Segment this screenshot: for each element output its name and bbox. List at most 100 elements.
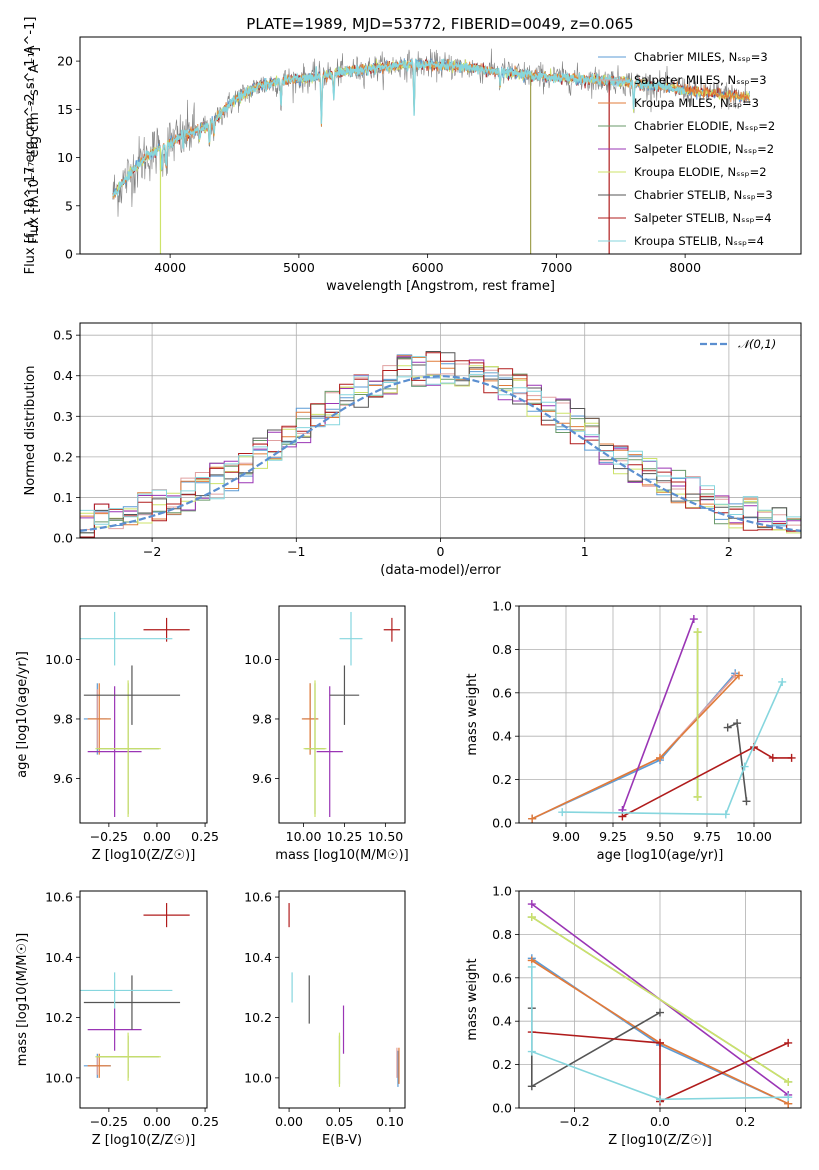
y-tick-label: 10.0: [244, 652, 272, 667]
spectrum-lines: [112, 48, 750, 254]
age-vs-metallicity-panel: −0.25 0.00 0.25 9.6 9.8 10.0 Z [log10(Z/Z☉)] ag…: [15, 605, 219, 863]
histogram-steps: [80, 351, 801, 538]
y-axis-label: mass [log10(M/M☉)]: [15, 933, 30, 1066]
x-tick-label: 10.25: [327, 829, 363, 844]
y-tick-label: 10.2: [244, 1010, 272, 1025]
x-tick-label: 7000: [540, 260, 572, 275]
y-tick-label: 10.4: [244, 950, 272, 965]
y-tick-label: 15: [57, 102, 73, 117]
weight-marker-salpeter_stelib: [618, 812, 627, 821]
x-tick-label: 8000: [669, 260, 701, 275]
error-bars: [301, 611, 401, 818]
y-tick-label: 0: [65, 247, 73, 262]
x-tick-label: 9.25: [599, 829, 627, 844]
weight-marker-kroupa_stelib: [778, 677, 787, 686]
weight-marker-kroupa_stelib: [721, 810, 730, 819]
y-tick-label: 0.2: [492, 772, 512, 787]
y-tick-label: 1.0: [492, 599, 512, 614]
error-bars: [80, 903, 190, 1081]
y-tick-label: 0.1: [53, 490, 73, 505]
x-tick-label: 0.10: [376, 1114, 404, 1129]
legend-label-salpeter_stelib: Salpeter STELIB, Nₛₛₚ=4: [634, 211, 772, 225]
y-tick-label: 0.0: [492, 816, 512, 831]
y-tick-label: 0.4: [53, 368, 73, 383]
x-tick-label: −0.25: [90, 829, 128, 844]
axes-frame: [518, 890, 802, 1109]
y-tick-label: 10: [57, 150, 73, 165]
y-tick-label: 0.2: [492, 1057, 512, 1072]
y-axis-label: mass weight: [465, 673, 480, 755]
x-tick-label: −2: [143, 544, 161, 559]
x-tick-label: −0.25: [90, 1114, 128, 1129]
mass-vs-extinction-panel: 0.00 0.05 0.10 10.0 10.2 10.4 10.6 E(B-V): [244, 890, 406, 1148]
x-axis-label: E(B-V): [322, 1133, 362, 1148]
x-axis-label: mass [log10(M/M☉)]: [275, 848, 408, 863]
x-tick-label: 0.00: [275, 1114, 303, 1129]
x-tick-label: −0.2: [559, 1114, 589, 1129]
legend-label-chabrier_stelib: Chabrier STELIB, Nₛₛₚ=3: [634, 188, 773, 202]
legend-label-kroupa_elodie: Kroupa ELODIE, Nₛₛₚ=2: [634, 165, 767, 179]
y-tick-label: 10.0: [45, 1070, 73, 1085]
weight-marker-kroupa_stelib: [527, 1047, 536, 1056]
x-tick-label: 10.00: [286, 829, 322, 844]
residual-histogram-panel: −2 −1 0 1 2 0.0 0.1 0.2 0.3 0.4 0.5 (data-model)/er…: [23, 322, 802, 578]
figure-title: PLATE=1989, MJD=53772, FIBERID=0049, z=0…: [246, 15, 633, 33]
weight-vs-age-panel: 9.00 9.25 9.50 9.75 10.00 0.0 0.2 0.4 0.6 0.8 1.0 a…: [465, 599, 802, 863]
y-tick-label: 0.3: [53, 409, 73, 424]
x-tick-label: 10.50: [367, 829, 403, 844]
histogram-chabrier_miles: [80, 354, 801, 538]
histogram-kroupa_elodie: [80, 365, 801, 534]
weight-marker-salpeter_stelib: [784, 1038, 793, 1047]
weight-marker-kroupa_stelib: [740, 762, 749, 771]
weight-marker-kroupa_elodie: [693, 792, 702, 801]
weight-vs-metallicity-panel: −0.2 0.0 0.2 0.0 0.2 0.4 0.6 0.8 1.0 Z [log10(Z/Z…: [465, 884, 802, 1148]
y-tick-label: 0.0: [53, 531, 73, 546]
age-vs-mass-panel: 10.00 10.25 10.50 9.6 9.8 10.0 mass [log10(M/M…: [244, 605, 409, 863]
y-tick-label: 0.8: [492, 927, 512, 942]
axes-frame: [79, 890, 208, 1109]
x-axis-label: Z [log10(Z/Z☉)]: [608, 1133, 712, 1148]
axes-frame: [79, 605, 208, 824]
x-tick-label: 2: [725, 544, 733, 559]
x-tick-label: 10.00: [736, 829, 772, 844]
histogram-kroupa_stelib: [80, 356, 801, 526]
y-tick-label: 9.6: [252, 771, 272, 786]
y-tick-label: 9.8: [252, 711, 272, 726]
weight-line-salpeter_stelib: [531, 1031, 789, 1103]
y-tick-label: 10.0: [244, 1070, 272, 1085]
weight-lines: [528, 615, 796, 823]
histogram-salpeter_miles: [80, 358, 801, 531]
weight-marker-chabrier_stelib: [742, 797, 751, 806]
x-tick-label: 9.75: [693, 829, 721, 844]
weight-marker-kroupa_elodie: [693, 628, 702, 637]
x-tick-label: 9.00: [552, 829, 580, 844]
x-axis-label: wavelength [Angstrom, rest frame]: [326, 279, 555, 294]
x-tick-label: 0.25: [191, 1114, 219, 1129]
spectrum-panel: 4000 5000 6000 7000 8000 0 5 10 15 20 wavelength […: [23, 17, 802, 294]
axes-frame: [518, 605, 802, 824]
legend-label-salpeter_miles: Salpeter MILES, Nₛₛₚ=3: [634, 73, 767, 87]
mass-vs-metallicity-panel: −0.25 0.00 0.25 10.0 10.2 10.4 10.6 Z [log10(Z/…: [15, 890, 219, 1148]
x-axis-label: Z [log10(Z/Z☉)]: [92, 848, 196, 863]
x-tick-label: −1: [287, 544, 305, 559]
weight-marker-kroupa_stelib: [527, 962, 536, 971]
x-tick-label: 9.50: [646, 829, 674, 844]
weight-line-salpeter_stelib: [622, 746, 792, 818]
model-spectrum-kroupa_stelib: [112, 58, 686, 198]
weight-marker-chabrier_stelib: [723, 723, 732, 732]
y-tick-label: 5: [65, 198, 73, 213]
y-tick-label: 0.6: [492, 685, 512, 700]
weight-marker-kroupa_stelib: [558, 808, 567, 817]
weight-line-chabrier_stelib: [727, 722, 748, 802]
weight-marker-kroupa_miles: [528, 814, 537, 823]
histogram-salpeter_stelib: [80, 352, 801, 538]
y-tick-label: 10.6: [244, 890, 272, 905]
normal-reference-curve: [80, 375, 801, 532]
y-tick-label: 10.6: [45, 890, 73, 905]
weight-line-kroupa_miles: [531, 674, 740, 820]
weight-marker-salpeter_elodie: [689, 615, 698, 624]
weight-line-chabrier_miles: [531, 672, 736, 820]
x-tick-label: 4000: [154, 260, 186, 275]
legend-label-kroupa_miles: Kroupa MILES, Nₛₛₚ=3: [634, 96, 759, 110]
